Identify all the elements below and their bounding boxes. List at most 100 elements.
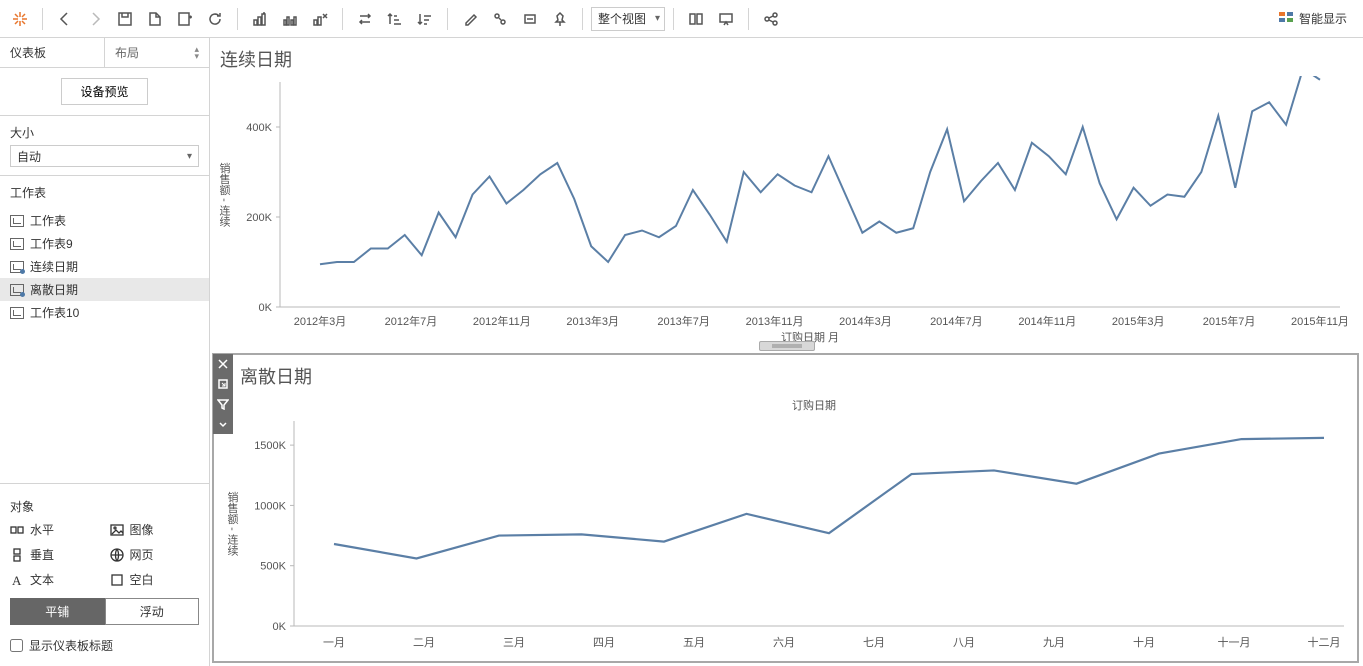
svg-text:四月: 四月 bbox=[593, 637, 615, 649]
chart-panel-continuous: 连续日期 0K 200K 400K 销售额 - 连续 2012年3月 2012年7月 201… bbox=[210, 38, 1363, 351]
worksheet-icon bbox=[10, 238, 24, 250]
worksheet-icon bbox=[10, 284, 24, 296]
view-select[interactable]: 整个视图 bbox=[591, 7, 665, 31]
left-sidebar: 仪表板 布局▴▾ 设备预览 大小 自动 工作表 工作表工作表9 连续日期离散日期工… bbox=[0, 38, 210, 666]
object-text[interactable]: A文本 bbox=[10, 569, 100, 590]
svg-text:2012年3月: 2012年3月 bbox=[294, 314, 347, 328]
worksheet-icon bbox=[10, 307, 24, 319]
worksheet-item[interactable]: 工作表10 bbox=[0, 301, 209, 324]
highlight-icon[interactable] bbox=[456, 5, 484, 33]
tab-layout[interactable]: 布局▴▾ bbox=[104, 38, 209, 67]
swap-icon[interactable] bbox=[246, 5, 274, 33]
refresh-icon[interactable] bbox=[201, 5, 229, 33]
worksheet-item[interactable]: 连续日期 bbox=[0, 255, 209, 278]
worksheet-label: 离散日期 bbox=[30, 281, 78, 298]
new-worksheet-icon[interactable] bbox=[171, 5, 199, 33]
object-blank[interactable]: 空白 bbox=[110, 569, 200, 590]
svg-text:0K: 0K bbox=[259, 302, 273, 314]
svg-text:2013年11月: 2013年11月 bbox=[746, 314, 804, 328]
share-icon[interactable] bbox=[757, 5, 785, 33]
worksheet-icon bbox=[10, 215, 24, 227]
svg-text:1000K: 1000K bbox=[254, 500, 286, 512]
svg-text:七月: 七月 bbox=[863, 636, 885, 649]
dashboard-canvas: 连续日期 0K 200K 400K 销售额 - 连续 2012年3月 2012年7月 201… bbox=[210, 38, 1363, 666]
svg-text:400K: 400K bbox=[246, 122, 272, 134]
panel-toolbar bbox=[213, 354, 233, 434]
save-icon[interactable] bbox=[111, 5, 139, 33]
worksheet-label: 工作表10 bbox=[30, 304, 79, 321]
smart-show-button[interactable]: 智能显示 bbox=[1269, 10, 1357, 27]
svg-text:五月: 五月 bbox=[683, 637, 705, 649]
svg-text:0K: 0K bbox=[273, 621, 287, 633]
goto-sheet-icon[interactable] bbox=[213, 374, 233, 394]
duplicate-icon[interactable] bbox=[276, 5, 304, 33]
svg-text:销售额 - 连续: 销售额 - 连续 bbox=[226, 490, 239, 557]
svg-text:A: A bbox=[12, 573, 22, 587]
object-img[interactable]: 图像 bbox=[110, 519, 200, 540]
swap-axes-icon[interactable] bbox=[351, 5, 379, 33]
worksheets-title: 工作表 bbox=[0, 176, 209, 205]
group-icon[interactable] bbox=[486, 5, 514, 33]
chart2-title: 离散日期 bbox=[214, 355, 1357, 393]
svg-text:2012年7月: 2012年7月 bbox=[385, 314, 438, 328]
show-cards-icon[interactable] bbox=[682, 5, 710, 33]
svg-text:2015年7月: 2015年7月 bbox=[1203, 314, 1256, 328]
worksheet-item[interactable]: 工作表 bbox=[0, 209, 209, 232]
svg-text:九月: 九月 bbox=[1043, 636, 1065, 649]
svg-text:六月: 六月 bbox=[773, 636, 795, 649]
clear-icon[interactable] bbox=[306, 5, 334, 33]
svg-text:一月: 一月 bbox=[323, 637, 345, 649]
worksheet-label: 连续日期 bbox=[30, 258, 78, 275]
object-v[interactable]: 垂直 bbox=[10, 544, 100, 565]
svg-text:十月: 十月 bbox=[1133, 635, 1155, 649]
sort-asc-icon[interactable] bbox=[381, 5, 409, 33]
svg-text:200K: 200K bbox=[246, 212, 272, 224]
chart-panel-discrete[interactable]: 离散日期 订购日期 0K 500K 1000K 1500K 销售额 - 连续一月 二月 三月 四… bbox=[212, 353, 1359, 663]
divider-handle[interactable] bbox=[759, 341, 815, 351]
objects-title: 对象 bbox=[0, 490, 209, 519]
new-data-icon[interactable] bbox=[141, 5, 169, 33]
tableau-logo-icon[interactable] bbox=[6, 5, 34, 33]
chart1-title: 连续日期 bbox=[210, 38, 1363, 76]
close-icon[interactable] bbox=[213, 354, 233, 374]
filter-icon[interactable] bbox=[213, 394, 233, 414]
top-toolbar: 整个视图 智能显示 bbox=[0, 0, 1363, 38]
svg-text:销售额 - 连续: 销售额 - 连续 bbox=[218, 161, 231, 228]
worksheet-item[interactable]: 离散日期 bbox=[0, 278, 209, 301]
object-web[interactable]: 网页 bbox=[110, 544, 200, 565]
svg-text:十二月: 十二月 bbox=[1308, 635, 1341, 649]
svg-text:1500K: 1500K bbox=[254, 440, 286, 452]
svg-text:2013年3月: 2013年3月 bbox=[566, 314, 619, 328]
sort-desc-icon[interactable] bbox=[411, 5, 439, 33]
svg-text:十一月: 十一月 bbox=[1218, 635, 1251, 649]
float-button[interactable]: 浮动 bbox=[105, 598, 200, 625]
forward-icon[interactable] bbox=[81, 5, 109, 33]
size-select[interactable]: 自动 bbox=[10, 145, 199, 167]
more-icon[interactable] bbox=[213, 414, 233, 434]
svg-text:二月: 二月 bbox=[413, 637, 435, 649]
svg-text:2014年7月: 2014年7月 bbox=[930, 314, 983, 328]
back-icon[interactable] bbox=[51, 5, 79, 33]
svg-text:2014年3月: 2014年3月 bbox=[839, 314, 892, 328]
label-icon[interactable] bbox=[516, 5, 544, 33]
worksheet-item[interactable]: 工作表9 bbox=[0, 232, 209, 255]
size-title: 大小 bbox=[0, 116, 209, 145]
svg-text:2015年11月: 2015年11月 bbox=[1291, 314, 1349, 328]
worksheet-label: 工作表9 bbox=[30, 235, 73, 252]
worksheet-label: 工作表 bbox=[30, 212, 66, 229]
svg-text:500K: 500K bbox=[260, 561, 286, 573]
tab-dashboard[interactable]: 仪表板 bbox=[0, 38, 104, 67]
svg-text:2013年7月: 2013年7月 bbox=[657, 314, 710, 328]
svg-text:三月: 三月 bbox=[503, 637, 525, 649]
tile-button[interactable]: 平铺 bbox=[10, 598, 105, 625]
worksheet-icon bbox=[10, 261, 24, 273]
object-h[interactable]: 水平 bbox=[10, 519, 100, 540]
svg-text:2012年11月: 2012年11月 bbox=[473, 314, 531, 328]
show-title-checkbox[interactable]: 显示仪表板标题 bbox=[0, 631, 209, 660]
pin-icon[interactable] bbox=[546, 5, 574, 33]
presentation-icon[interactable] bbox=[712, 5, 740, 33]
svg-text:2015年3月: 2015年3月 bbox=[1112, 314, 1165, 328]
svg-text:2014年11月: 2014年11月 bbox=[1018, 314, 1076, 328]
svg-text:订购日期: 订购日期 bbox=[792, 398, 836, 412]
device-preview-button[interactable]: 设备预览 bbox=[61, 78, 147, 105]
